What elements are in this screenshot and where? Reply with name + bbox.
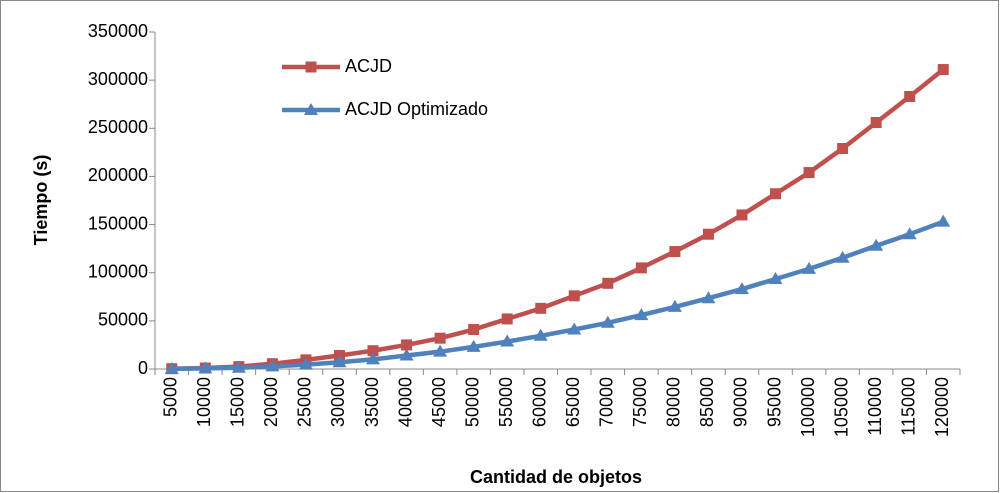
- data-point: [164, 361, 179, 374]
- x-tick-label: 95000: [764, 377, 784, 427]
- data-point: [533, 328, 548, 341]
- data-point: [198, 361, 213, 374]
- data-point: [466, 339, 481, 352]
- data-point: [702, 228, 714, 240]
- data-point: [535, 302, 547, 314]
- data-point: [734, 282, 749, 295]
- x-tick-label: 70000: [597, 377, 617, 427]
- y-tick-label: 250000: [88, 117, 148, 137]
- data-point: [567, 322, 582, 335]
- data-point: [902, 227, 917, 240]
- y-tick-label: 150000: [88, 213, 148, 233]
- data-point: [803, 167, 815, 179]
- data-point: [667, 299, 682, 312]
- x-tick-label: 45000: [429, 377, 449, 427]
- data-point: [770, 188, 782, 200]
- data-point: [399, 348, 414, 361]
- data-point: [468, 324, 480, 336]
- x-tick-label: 55000: [496, 377, 516, 427]
- x-tick-label: 65000: [563, 377, 583, 427]
- series-line: [171, 219, 945, 372]
- x-tick-label: 5000: [161, 377, 181, 417]
- legend-label: ACJD Optimizado: [345, 99, 488, 119]
- legend-marker: [304, 103, 318, 115]
- x-tick-label: 80000: [664, 377, 684, 427]
- x-tick-label: 10000: [194, 377, 214, 427]
- x-tick-label: 110000: [865, 377, 885, 436]
- y-tick-label: 100000: [88, 261, 148, 281]
- y-tick-label: 200000: [88, 165, 148, 185]
- data-point: [835, 250, 850, 263]
- x-tick-label: 120000: [932, 377, 952, 437]
- x-tick-label: 25000: [295, 377, 315, 427]
- legend-marker: [305, 61, 317, 73]
- data-point: [736, 209, 748, 221]
- x-tick-label: 100000: [798, 377, 818, 437]
- data-point: [669, 246, 681, 258]
- data-point: [568, 290, 580, 302]
- data-point: [837, 143, 849, 155]
- data-point: [433, 344, 448, 357]
- x-tick-label: 20000: [261, 377, 281, 427]
- x-tick-label: 115000: [898, 377, 918, 436]
- x-axis-label: Cantidad de objetos: [470, 467, 642, 487]
- data-point: [298, 357, 313, 370]
- x-tick-label: 90000: [731, 377, 751, 427]
- data-point: [600, 315, 615, 328]
- x-tick-label: 40000: [395, 377, 415, 427]
- x-tick-label: 85000: [697, 377, 717, 427]
- data-point: [366, 352, 381, 365]
- y-axis-label: Tiempo (s): [31, 155, 51, 246]
- y-tick-label: 350000: [88, 21, 148, 41]
- data-point: [501, 313, 513, 325]
- data-point: [602, 277, 614, 289]
- data-point: [802, 261, 817, 274]
- data-point: [635, 262, 647, 274]
- x-tick-label: 30000: [328, 377, 348, 427]
- data-point: [634, 308, 649, 321]
- x-tick-label: 105000: [831, 377, 851, 437]
- y-tick-label: 300000: [88, 69, 148, 89]
- x-tick-label: 50000: [462, 377, 482, 427]
- legend-label: ACJD: [345, 56, 392, 76]
- data-point: [701, 291, 716, 304]
- data-point: [937, 64, 949, 76]
- data-point: [768, 271, 783, 284]
- data-point: [231, 360, 246, 373]
- x-tick-label: 75000: [630, 377, 650, 427]
- x-tick-label: 60000: [529, 377, 549, 427]
- x-tick-label: 15000: [228, 377, 248, 427]
- data-point: [936, 214, 951, 227]
- data-point: [869, 238, 884, 251]
- data-point: [500, 334, 515, 347]
- data-point: [332, 355, 347, 368]
- y-tick-label: 0: [138, 358, 148, 378]
- data-point: [265, 359, 280, 372]
- data-point: [434, 332, 446, 344]
- data-point: [870, 117, 882, 129]
- data-point: [401, 339, 413, 351]
- series-line: [171, 67, 945, 371]
- data-point: [904, 91, 916, 103]
- y-tick-label: 50000: [98, 310, 148, 330]
- data-point: [367, 345, 379, 357]
- x-tick-label: 35000: [362, 377, 382, 427]
